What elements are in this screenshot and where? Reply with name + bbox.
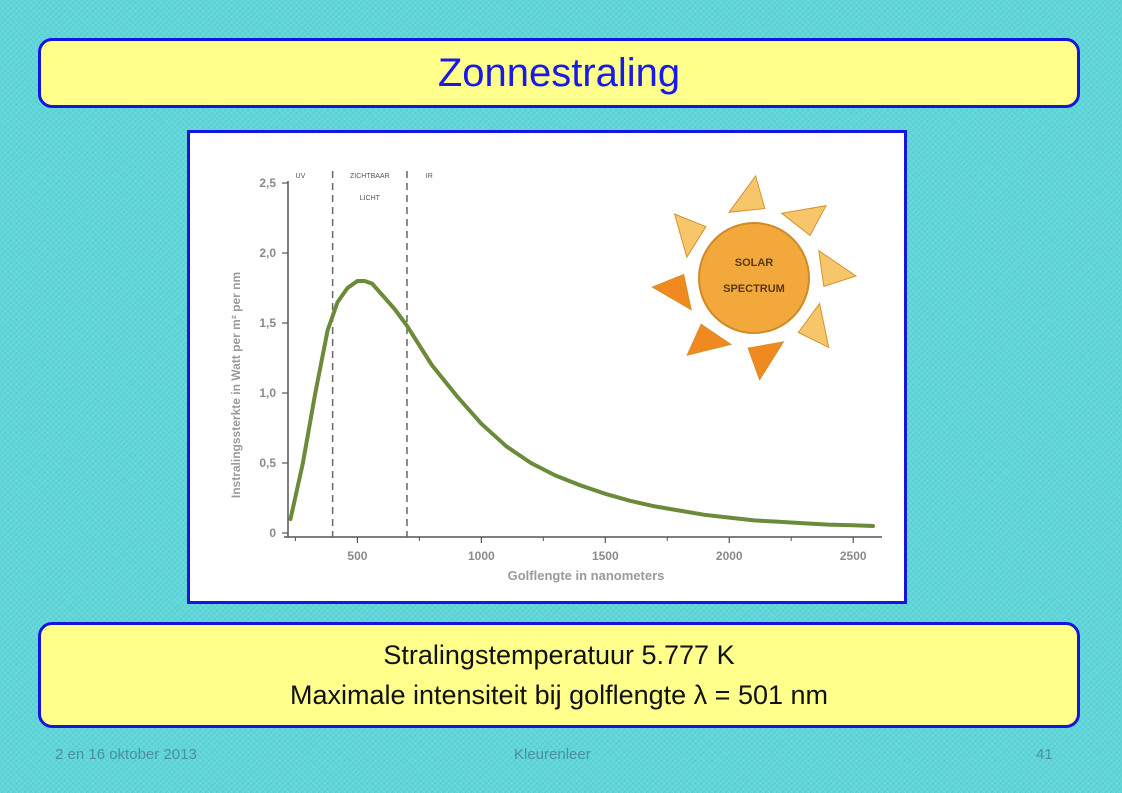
region-label: UV [296,173,306,180]
y-tick-label: 2,5 [259,176,276,190]
region-label: ZICHTBAAR [350,173,390,180]
spectrum-curve [288,279,875,528]
y-tick-label: 2,0 [259,246,276,260]
x-tick-label: 2000 [716,549,743,563]
sun-disc [698,222,810,334]
sun-ray [780,205,827,237]
sun-rays [651,174,858,381]
sun-label-line2: SPECTRUM [723,283,785,295]
sun-ray [651,273,692,311]
chart-regions: UV ZICHTBAAR LICHT IR [296,171,433,537]
y-axis-label: Instralingssterkte in Watt per m² per nm [229,272,243,498]
sun-ray [818,249,858,288]
slide-title: Zonnestraling [437,50,681,95]
sun-icon: SOLAR SPECTRUM [651,174,858,381]
region-label: IR [426,173,433,180]
sun-ray [747,341,785,381]
y-tick-label: 1,0 [259,386,276,400]
x-axis-label: Golflengte in nanometers [508,568,665,583]
sun-ray [797,302,830,349]
max-intensity-text: Maximale intensiteit bij golflengte λ = … [289,680,829,710]
y-tick-label: 0,5 [259,456,276,470]
y-tick-label: 1,5 [259,316,276,330]
sun-ray [727,174,766,213]
footer-title: Kleurenleer [514,746,591,763]
info-box: Stralingstemperatuur 5.777 K Maximale in… [38,622,1080,728]
chart-frame: 0 0,5 1,0 1,5 2,0 2,5 500 1000 1500 2000 2500 UV ZI… [187,130,907,604]
footer-page-number: 41 [1036,746,1053,763]
sun-ray [673,213,707,259]
solar-spectrum-chart: 0 0,5 1,0 1,5 2,0 2,5 500 1000 1500 2000 2500 UV ZI… [229,171,882,583]
x-tick-label: 1500 [592,549,619,563]
x-tick-label: 500 [347,549,367,563]
radiation-temperature-text: Stralingstemperatuur 5.777 K [383,640,735,670]
y-tick-label: 0 [269,526,276,540]
chart-axes [284,181,882,538]
footer-date: 2 en 16 oktober 2013 [55,746,197,763]
x-tick-label: 2500 [840,549,867,563]
sun-label-line1: SOLAR [735,257,774,269]
sun-ray [686,323,733,356]
x-tick-label: 1000 [468,549,495,563]
title-box: Zonnestraling [38,38,1080,108]
region-sublabel: LICHT [360,195,381,202]
chart-ticks: 0 0,5 1,0 1,5 2,0 2,5 500 1000 1500 2000 2500 [259,176,867,563]
